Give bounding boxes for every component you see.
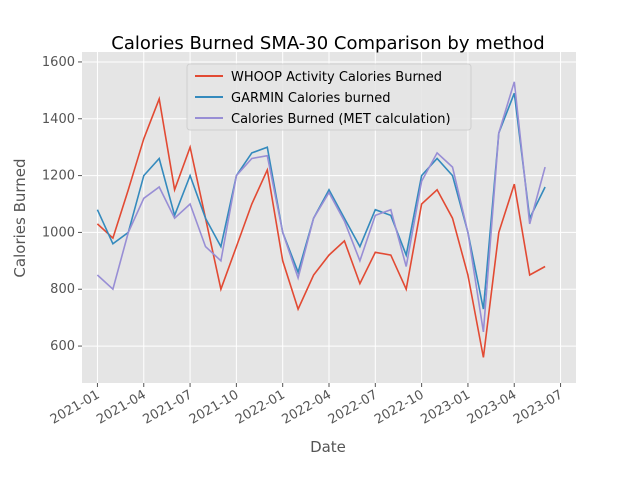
y-axis-label: Calories Burned	[11, 158, 29, 277]
x-tick-label: 2021-01	[48, 387, 103, 427]
y-tick-label: 1000	[42, 225, 75, 240]
legend-label: GARMIN Calories burned	[231, 91, 390, 106]
x-tick-label: 2021-10	[187, 387, 242, 427]
x-tick-label: 2022-10	[372, 387, 427, 427]
x-tick-label: 2021-04	[94, 387, 149, 427]
y-tick-label: 600	[50, 339, 75, 354]
x-tick-label: 2022-01	[233, 387, 288, 427]
x-tick-label: 2023-07	[511, 387, 566, 427]
y-tick-label: 1200	[42, 169, 75, 184]
data-line	[96, 81, 546, 333]
legend-label: Calories Burned (MET calculation)	[231, 112, 451, 127]
y-tick-label: 1400	[42, 112, 75, 127]
data-line	[96, 95, 546, 358]
chart-title: Calories Burned SMA-30 Comparison by met…	[111, 33, 544, 54]
x-tick-label: 2023-01	[418, 387, 473, 427]
x-tick-label: 2023-04	[465, 387, 520, 427]
x-axis-label: Date	[310, 438, 346, 456]
x-tick-label: 2022-07	[326, 387, 381, 427]
legend-box	[186, 63, 472, 131]
legend-label: WHOOP Activity Calories Burned	[231, 70, 442, 85]
y-tick-label: 1600	[42, 55, 75, 70]
y-tick-label: 800	[50, 282, 75, 297]
x-tick-label: 2022-04	[279, 387, 334, 427]
x-tick-label: 2021-07	[141, 387, 196, 427]
